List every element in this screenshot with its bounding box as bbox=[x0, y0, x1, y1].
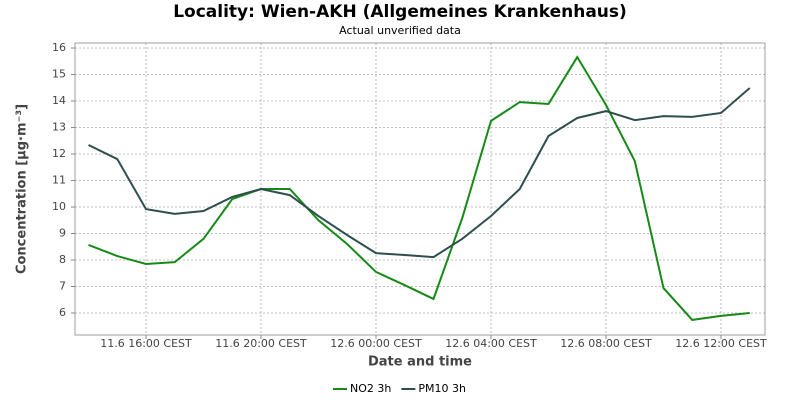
y-tick-label: 12 bbox=[52, 147, 66, 160]
y-tick-label: 13 bbox=[52, 121, 66, 134]
chart-subtitle: Actual unverified data bbox=[339, 24, 461, 37]
y-tick-label: 6 bbox=[59, 306, 66, 319]
legend-label: PM10 3h bbox=[418, 382, 466, 395]
y-tick-label: 7 bbox=[59, 280, 66, 293]
series-line bbox=[88, 87, 751, 259]
x-tick-label: 12.6 08:00 CEST bbox=[560, 337, 652, 350]
y-tick-label: 11 bbox=[52, 174, 66, 187]
y-tick-label: 14 bbox=[52, 94, 66, 107]
y-tick-label: 15 bbox=[52, 68, 66, 81]
legend-label: NO2 3h bbox=[350, 382, 391, 395]
plot-frame bbox=[74, 42, 766, 336]
y-tick-label: 10 bbox=[52, 200, 66, 213]
y-tick-label: 9 bbox=[59, 227, 66, 240]
y-tick-label: 16 bbox=[52, 41, 66, 54]
series-line bbox=[88, 55, 750, 321]
x-tick-label: 11.6 16:00 CEST bbox=[100, 337, 192, 350]
y-axis-label: Concentration [µg·m⁻³] bbox=[15, 104, 30, 274]
chart-title: Locality: Wien-AKH (Allgemeines Krankenh… bbox=[173, 2, 627, 22]
x-tick-label: 12.6 12:00 CEST bbox=[675, 337, 767, 350]
y-tick-label: 8 bbox=[59, 253, 66, 266]
x-tick-label: 12.6 00:00 CEST bbox=[330, 337, 422, 350]
x-tick-label: 12.6 04:00 CEST bbox=[445, 337, 537, 350]
x-axis-label: Date and time bbox=[368, 355, 472, 370]
x-tick-label: 11.6 20:00 CEST bbox=[215, 337, 307, 350]
